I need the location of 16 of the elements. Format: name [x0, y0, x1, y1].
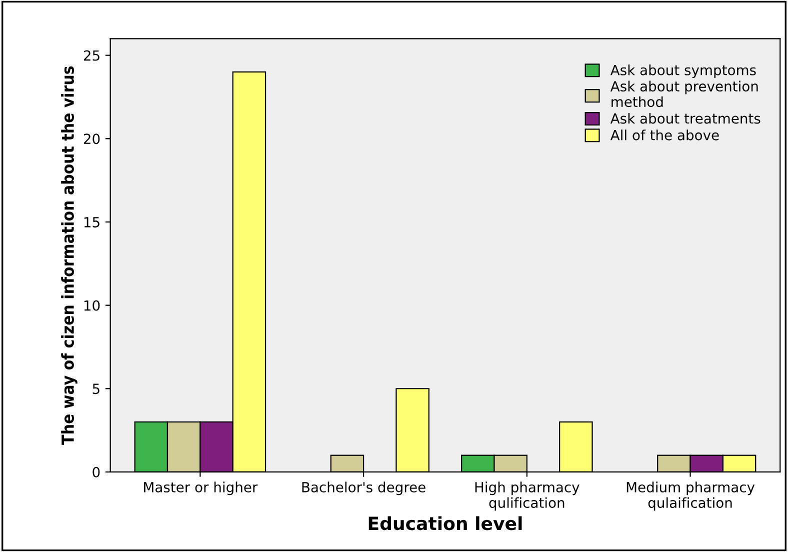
legend-label: Ask about treatments: [610, 112, 760, 124]
x-tick-label: Medium pharmacy qulaification: [626, 482, 755, 511]
legend-label: Ask about symptoms: [610, 64, 756, 78]
x-axis-title: Education level: [368, 516, 522, 530]
x-tick-label: Bachelor's degree: [302, 482, 426, 496]
y-tick-label: 20: [84, 134, 100, 144]
legend-label: Ask about prevention method: [610, 80, 758, 108]
y-axis-title: The way of cizen information about the virus: [61, 66, 78, 445]
x-tick-label: High pharmacy qulification: [475, 482, 580, 511]
y-tick-label: 0: [92, 466, 100, 478]
y-tick-label: 25: [84, 50, 100, 61]
y-tick-label: 5: [92, 384, 100, 394]
legend-label: All of the above: [610, 130, 719, 140]
y-tick-label: 15: [84, 217, 100, 228]
x-tick-label: Master or higher: [144, 482, 258, 496]
y-tick-label: 10: [84, 300, 100, 311]
